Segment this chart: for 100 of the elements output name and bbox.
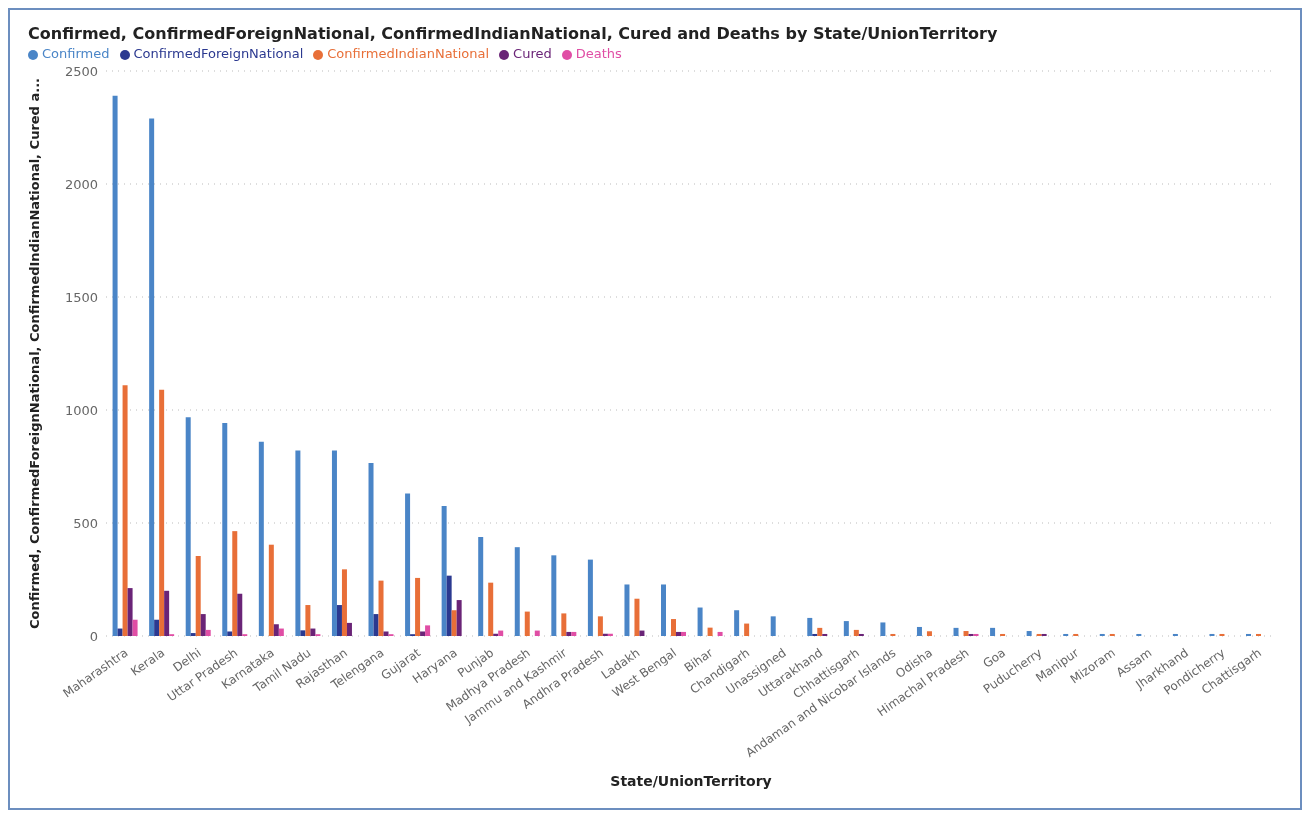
bar (346, 622, 352, 636)
bar (451, 610, 457, 636)
bar (602, 633, 608, 636)
bar (331, 450, 337, 636)
bar (968, 633, 974, 636)
bar (227, 631, 233, 636)
bar (634, 598, 640, 636)
bar (514, 547, 520, 636)
bar (341, 569, 347, 636)
y-tick-label: 2000 (64, 176, 98, 192)
bar (1073, 633, 1079, 636)
bar (807, 617, 813, 636)
bar (1041, 633, 1047, 636)
bar (373, 614, 379, 636)
bar (200, 614, 206, 636)
bar (258, 441, 264, 636)
bar (488, 582, 494, 636)
bar (1099, 633, 1105, 636)
bar (205, 629, 211, 636)
bar (378, 580, 384, 636)
bar (159, 389, 165, 636)
bar (597, 616, 603, 636)
bar (561, 613, 567, 636)
bar (441, 506, 447, 636)
bar (639, 630, 645, 636)
bar (222, 422, 228, 636)
bar (300, 630, 306, 636)
bar (890, 633, 896, 636)
y-tick-label: 1000 (64, 402, 98, 418)
bar (571, 631, 577, 636)
bar (336, 605, 342, 636)
bar (880, 622, 886, 636)
bar (843, 621, 849, 636)
bar (456, 600, 462, 636)
bar (268, 544, 274, 636)
bar (149, 118, 155, 636)
bar (963, 631, 969, 636)
bar (858, 633, 864, 636)
bar (853, 629, 859, 636)
bar (661, 584, 667, 636)
bar (822, 633, 828, 636)
bar (117, 628, 123, 636)
bar (1026, 631, 1032, 636)
bar (190, 633, 196, 636)
x-axis-title: State/UnionTerritory (610, 773, 772, 789)
bar (305, 605, 311, 636)
bar (916, 626, 922, 636)
bar (624, 584, 630, 636)
bar (587, 559, 593, 636)
bar (1109, 633, 1115, 636)
bar (278, 628, 284, 636)
bar (770, 616, 776, 636)
legend-label: ConfirmedIndianNational (327, 46, 490, 61)
bar (1246, 633, 1252, 636)
bar (127, 588, 133, 636)
legend-label: ConfirmedForeignNational (133, 46, 304, 61)
bar (273, 624, 279, 636)
bar (990, 627, 996, 636)
bar (953, 627, 959, 636)
bar (195, 556, 201, 636)
bar (697, 607, 703, 636)
chart-title: Confirmed, ConfirmedForeignNational, ConfirmedIndianNational, Cured and Deaths by State/UnionTerritory (28, 24, 998, 43)
bar (1000, 633, 1006, 636)
bar (446, 575, 452, 636)
bar (420, 631, 426, 636)
y-tick-label: 1500 (64, 289, 98, 305)
bar (415, 577, 421, 636)
bar (493, 633, 499, 636)
bar (551, 555, 557, 636)
bar (112, 95, 118, 636)
bar (676, 631, 682, 636)
legend-label: Deaths (575, 46, 622, 61)
bar (1063, 633, 1069, 636)
bar (478, 537, 484, 636)
y-axis-title: Confirmed, ConfirmedForeignNational, ConfirmedIndianNational, Cured a... (26, 77, 42, 630)
bar (707, 627, 713, 636)
bar (817, 627, 823, 636)
bar (534, 630, 540, 636)
bar (1036, 633, 1042, 636)
bar (425, 625, 431, 636)
bar (812, 633, 818, 636)
bar (734, 610, 740, 636)
bar (154, 619, 160, 636)
bar (232, 531, 238, 636)
bar (122, 385, 128, 636)
bar (164, 590, 170, 636)
bar (310, 628, 316, 636)
bar (498, 630, 504, 636)
bar (1172, 633, 1178, 636)
y-tick-label: 0 (89, 628, 98, 644)
bar (671, 619, 677, 636)
bar (973, 633, 979, 636)
bar (295, 450, 301, 636)
bar (681, 631, 687, 636)
bar (717, 631, 723, 636)
bar (1256, 633, 1262, 636)
bar (405, 493, 411, 636)
bar (1136, 633, 1142, 636)
legend-label: Confirmed (42, 46, 110, 61)
bar (607, 633, 613, 636)
